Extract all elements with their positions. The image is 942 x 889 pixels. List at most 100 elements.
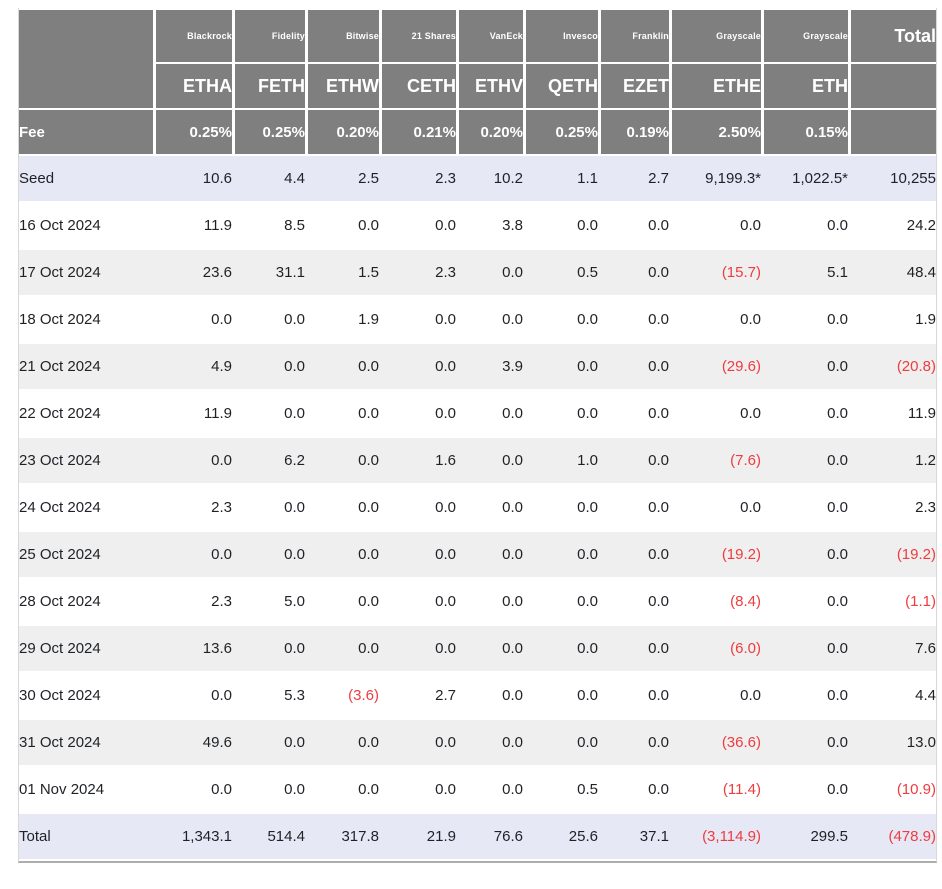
ticker-header-ezet: EZET <box>598 64 669 108</box>
ticker-header-eth: ETH <box>761 64 848 108</box>
table-row: 16 Oct 2024 11.9 8.5 0.0 0.0 3.8 0.0 0.0 0.0 0.0 2… <box>19 203 936 248</box>
etf-flow-table: Blackrock Fidelity Bitwise 21 Shares VanEck I… <box>19 8 936 861</box>
data-cell: 0.0 <box>456 532 523 577</box>
data-cell: 0.0 <box>669 485 761 530</box>
data-cell: 2.5 <box>305 156 379 201</box>
data-cell: 0.0 <box>761 485 848 530</box>
data-cell: 0.0 <box>232 626 305 671</box>
data-cell: 0.0 <box>523 297 598 342</box>
fee-value: 0.21% <box>379 110 456 154</box>
issuer-header: Grayscale <box>669 10 761 62</box>
data-cell: 0.0 <box>232 391 305 436</box>
data-cell: 0.0 <box>305 438 379 483</box>
row-label: 17 Oct 2024 <box>19 250 153 295</box>
row-label: 24 Oct 2024 <box>19 485 153 530</box>
data-cell: 4.4 <box>848 673 936 718</box>
table-row: 18 Oct 2024 0.0 0.0 1.9 0.0 0.0 0.0 0.0 0.0 0.0 1.… <box>19 297 936 342</box>
data-cell: 0.0 <box>153 767 232 812</box>
data-cell: (3,114.9) <box>669 814 761 859</box>
data-cell: 0.0 <box>153 297 232 342</box>
data-cell: 1.6 <box>379 438 456 483</box>
data-cell: 0.0 <box>305 203 379 248</box>
data-cell: 48.4 <box>848 250 936 295</box>
etf-flow-table-wrap: Blackrock Fidelity Bitwise 21 Shares VanEck I… <box>18 8 937 863</box>
data-cell: 13.6 <box>153 626 232 671</box>
data-cell: 24.2 <box>848 203 936 248</box>
row-label: 18 Oct 2024 <box>19 297 153 342</box>
data-cell: 0.0 <box>379 767 456 812</box>
data-cell: 5.0 <box>232 579 305 624</box>
data-cell: 0.0 <box>523 203 598 248</box>
table-row: Seed 10.6 4.4 2.5 2.3 10.2 1.1 2.7 9,199.3* 1,022… <box>19 156 936 201</box>
table-row: 23 Oct 2024 0.0 6.2 0.0 1.6 0.0 1.0 0.0 (7.6) 0.0… <box>19 438 936 483</box>
row-label: 01 Nov 2024 <box>19 767 153 812</box>
data-cell: 1,343.1 <box>153 814 232 859</box>
table-row: 30 Oct 2024 0.0 5.3 (3.6) 2.7 0.0 0.0 0.0 0.0 0.0… <box>19 673 936 718</box>
issuer-header-row: Blackrock Fidelity Bitwise 21 Shares VanEck I… <box>19 10 936 108</box>
table-row: 25 Oct 2024 0.0 0.0 0.0 0.0 0.0 0.0 0.0 (19.2) 0.… <box>19 532 936 577</box>
data-cell: 0.0 <box>232 767 305 812</box>
data-cell: (15.7) <box>669 250 761 295</box>
ticker-header-ethw: ETHW <box>305 64 379 108</box>
row-label: 23 Oct 2024 <box>19 438 153 483</box>
data-cell: 0.0 <box>598 579 669 624</box>
data-cell: 0.0 <box>761 344 848 389</box>
data-cell: 0.0 <box>669 203 761 248</box>
data-cell: (19.2) <box>669 532 761 577</box>
data-cell: 0.0 <box>456 438 523 483</box>
data-cell: (19.2) <box>848 532 936 577</box>
data-cell: (478.9) <box>848 814 936 859</box>
row-label: 16 Oct 2024 <box>19 203 153 248</box>
data-cell: (36.6) <box>669 720 761 765</box>
data-cell: 0.0 <box>598 250 669 295</box>
data-cell: 0.0 <box>523 485 598 530</box>
fee-value: 0.20% <box>305 110 379 154</box>
data-cell: (6.0) <box>669 626 761 671</box>
data-cell: 0.0 <box>379 720 456 765</box>
table-row: 01 Nov 2024 0.0 0.0 0.0 0.0 0.0 0.5 0.0 (11.4) 0.… <box>19 767 936 812</box>
fee-value: 0.25% <box>523 110 598 154</box>
data-cell: 0.0 <box>761 579 848 624</box>
data-cell: 0.0 <box>598 391 669 436</box>
data-cell: 0.0 <box>379 626 456 671</box>
table-row: 28 Oct 2024 2.3 5.0 0.0 0.0 0.0 0.0 0.0 (8.4) 0.0… <box>19 579 936 624</box>
data-cell: 3.8 <box>456 203 523 248</box>
data-cell: 0.0 <box>598 767 669 812</box>
corner-cell <box>19 10 153 108</box>
fee-value: 2.50% <box>669 110 761 154</box>
ticker-header-ethe: ETHE <box>669 64 761 108</box>
data-cell: 11.9 <box>153 391 232 436</box>
data-cell: 0.0 <box>523 626 598 671</box>
data-cell: 0.0 <box>153 673 232 718</box>
data-cell: 0.0 <box>456 297 523 342</box>
data-cell: 0.0 <box>153 532 232 577</box>
table-row: 24 Oct 2024 2.3 0.0 0.0 0.0 0.0 0.0 0.0 0.0 0.0 2.… <box>19 485 936 530</box>
ticker-header-ceth: CETH <box>379 64 456 108</box>
data-cell: 23.6 <box>153 250 232 295</box>
data-cell: (29.6) <box>669 344 761 389</box>
data-cell: 0.0 <box>232 532 305 577</box>
data-cell: 0.0 <box>523 344 598 389</box>
fee-value: 0.15% <box>761 110 848 154</box>
row-label: 30 Oct 2024 <box>19 673 153 718</box>
data-cell: 0.0 <box>761 391 848 436</box>
data-cell: 0.0 <box>379 485 456 530</box>
issuer-header: Bitwise <box>305 10 379 62</box>
data-cell: 0.0 <box>598 203 669 248</box>
data-cell: 10.2 <box>456 156 523 201</box>
data-cell: 1.0 <box>523 438 598 483</box>
total-column-spacer <box>848 64 936 108</box>
fee-row-label: Fee <box>19 110 153 154</box>
row-label: Seed <box>19 156 153 201</box>
data-cell: 0.0 <box>523 532 598 577</box>
data-cell: (7.6) <box>669 438 761 483</box>
data-cell: 514.4 <box>232 814 305 859</box>
row-label: 22 Oct 2024 <box>19 391 153 436</box>
data-cell: 10,255 <box>848 156 936 201</box>
issuer-header: Grayscale <box>761 10 848 62</box>
data-cell: 37.1 <box>598 814 669 859</box>
data-cell: 0.0 <box>761 532 848 577</box>
data-cell: 4.4 <box>232 156 305 201</box>
fee-value: 0.19% <box>598 110 669 154</box>
data-cell: 0.0 <box>761 297 848 342</box>
